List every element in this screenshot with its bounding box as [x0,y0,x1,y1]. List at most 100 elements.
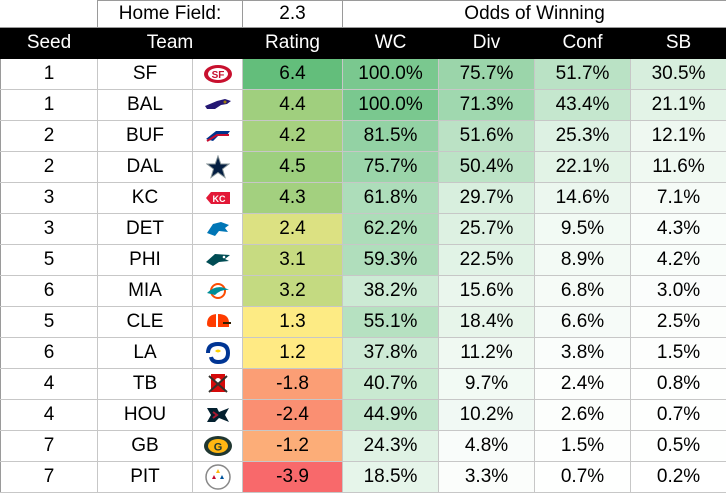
cowboys-logo [193,155,242,179]
team-cell: PHI [98,245,193,276]
steelers-logo [193,464,242,490]
rating-column-header: Rating [243,28,343,59]
rating-cell: 1.2 [243,338,343,369]
rating-cell: -1.8 [243,369,343,400]
sb-column-header: SB [631,28,726,59]
sb-odds-cell: 12.1% [631,121,726,152]
conf-odds-cell: 3.8% [535,338,631,369]
seed-cell: 4 [1,369,98,400]
div-odds-cell: 25.7% [439,214,535,245]
wc-odds-cell: 40.7% [343,369,439,400]
bills-logo [193,126,242,146]
team-logo-cell [193,369,243,400]
conf-odds-cell: 2.4% [535,369,631,400]
sb-odds-cell: 1.5% [631,338,726,369]
odds-of-winning-header: Odds of Winning [343,1,726,28]
packers-logo: G [193,435,242,457]
rating-cell: 6.4 [243,59,343,90]
seed-cell: 5 [1,245,98,276]
seed-cell: 1 [1,59,98,90]
team-logo-cell: KC [193,183,243,214]
div-odds-cell: 75.7% [439,59,535,90]
seed-cell: 3 [1,183,98,214]
rating-cell: 2.4 [243,214,343,245]
wc-odds-cell: 18.5% [343,462,439,493]
seed-cell: 3 [1,214,98,245]
blank-corner [1,1,98,28]
conf-odds-cell: 0.7% [535,462,631,493]
seed-cell: 5 [1,307,98,338]
conf-odds-cell: 9.5% [535,214,631,245]
team-cell: TB [98,369,193,400]
lions-logo [193,219,242,239]
eagles-logo [193,250,242,270]
team-logo-cell: G [193,431,243,462]
svg-text:SF: SF [211,70,224,81]
seed-cell: 7 [1,431,98,462]
seed-cell: 1 [1,90,98,121]
team-cell: DET [98,214,193,245]
sb-odds-cell: 3.0% [631,276,726,307]
chiefs-logo: KC [193,188,242,208]
team-cell: HOU [98,400,193,431]
conf-odds-cell: 6.6% [535,307,631,338]
team-logo-cell [193,152,243,183]
div-odds-cell: 22.5% [439,245,535,276]
team-cell: BUF [98,121,193,152]
div-odds-cell: 4.8% [439,431,535,462]
rating-cell: 4.3 [243,183,343,214]
sb-odds-cell: 21.1% [631,90,726,121]
conf-odds-cell: 2.6% [535,400,631,431]
sb-odds-cell: 2.5% [631,307,726,338]
seed-cell: 2 [1,121,98,152]
conf-odds-cell: 1.5% [535,431,631,462]
team-cell: BAL [98,90,193,121]
rating-cell: -3.9 [243,462,343,493]
div-odds-cell: 18.4% [439,307,535,338]
wc-odds-cell: 38.2% [343,276,439,307]
team-cell: SF [98,59,193,90]
team-logo-cell [193,121,243,152]
team-logo-cell [193,400,243,431]
49ers-logo: SF [193,64,242,84]
rating-cell: 3.1 [243,245,343,276]
wc-odds-cell: 24.3% [343,431,439,462]
wc-odds-cell: 100.0% [343,90,439,121]
sb-odds-cell: 0.2% [631,462,726,493]
wc-odds-cell: 44.9% [343,400,439,431]
conf-odds-cell: 43.4% [535,90,631,121]
svg-text:KC: KC [212,194,225,204]
seed-cell: 6 [1,276,98,307]
wc-odds-cell: 75.7% [343,152,439,183]
team-column-header: Team [98,28,243,59]
seed-cell: 7 [1,462,98,493]
conf-odds-cell: 51.7% [535,59,631,90]
rating-cell: 4.4 [243,90,343,121]
team-logo-cell [193,307,243,338]
team-cell: GB [98,431,193,462]
seed-cell: 2 [1,152,98,183]
rating-cell: 4.5 [243,152,343,183]
team-logo-cell [193,245,243,276]
rating-cell: 4.2 [243,121,343,152]
team-cell: MIA [98,276,193,307]
team-logo-cell [193,276,243,307]
wc-odds-cell: 59.3% [343,245,439,276]
conf-odds-cell: 22.1% [535,152,631,183]
rating-cell: -1.2 [243,431,343,462]
div-odds-cell: 50.4% [439,152,535,183]
team-logo-cell [193,338,243,369]
div-odds-cell: 29.7% [439,183,535,214]
conf-odds-cell: 25.3% [535,121,631,152]
rating-cell: 1.3 [243,307,343,338]
conf-odds-cell: 14.6% [535,183,631,214]
div-odds-cell: 71.3% [439,90,535,121]
